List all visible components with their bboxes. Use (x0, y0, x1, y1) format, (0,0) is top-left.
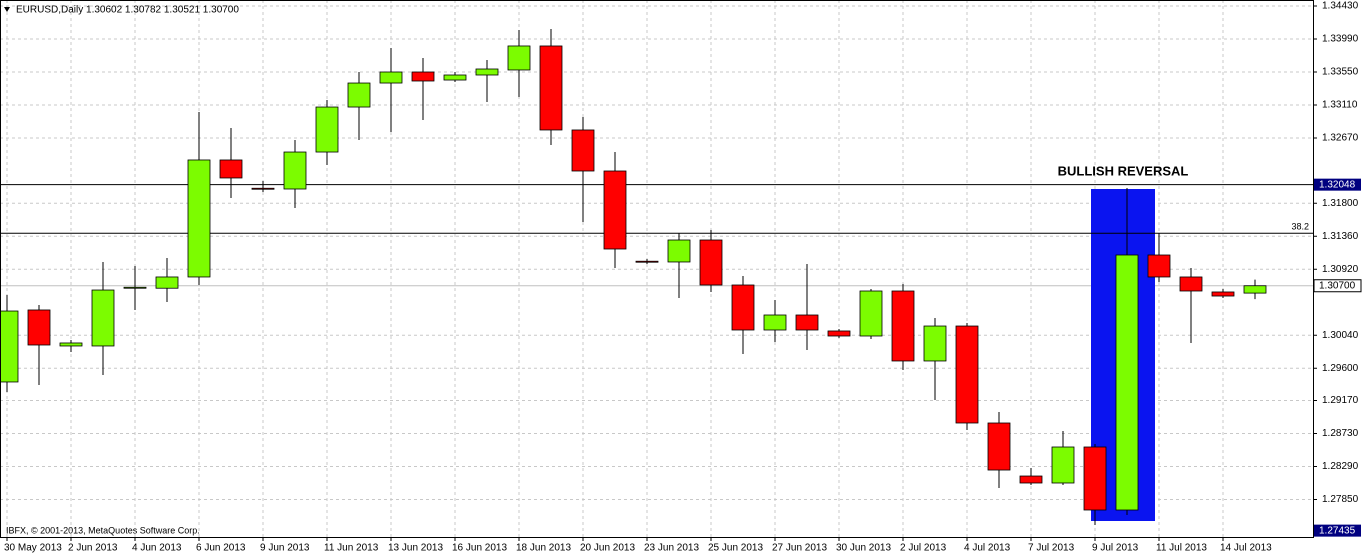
x-tick-label: 16 Jun 2013 (452, 543, 507, 554)
candle-body (187, 159, 211, 278)
x-tick-label: 4 Jun 2013 (132, 543, 182, 554)
candle-body (251, 187, 275, 190)
y-tick-label: 1.33990 (1322, 34, 1359, 45)
candle-body (0, 310, 19, 383)
candle-body (155, 276, 179, 289)
y-tick-label: 1.33550 (1322, 67, 1359, 78)
candle-body (347, 82, 371, 108)
y-tick-label: 1.27850 (1322, 494, 1359, 505)
candle-body (795, 314, 819, 331)
candle-body (27, 309, 51, 346)
candle-body (315, 106, 339, 153)
y-tick-label: 1.29600 (1322, 363, 1359, 374)
y-tick-label: 1.30920 (1322, 264, 1359, 275)
candle-body (59, 342, 83, 347)
x-tick-label: 7 Jul 2013 (1028, 543, 1075, 554)
candle-body (1179, 276, 1203, 292)
footer: IBFX, © 2001-2013, MetaQuotes Software C… (6, 525, 200, 535)
x-tick-label: 9 Jul 2013 (1092, 543, 1139, 554)
price-label-box (1314, 524, 1361, 537)
candle-body (443, 74, 467, 81)
candle-body (219, 159, 243, 179)
y-tick-label: 1.33110 (1322, 100, 1358, 111)
y-tick-label: 1.31800 (1322, 198, 1359, 209)
candle-body (859, 290, 883, 337)
y-tick-label: 1.29170 (1322, 395, 1359, 406)
candle-body (1051, 446, 1075, 484)
x-tick-label: 23 Jun 2013 (644, 543, 699, 554)
x-tick-label: 30 Jun 2013 (836, 543, 891, 554)
candle-body (955, 325, 979, 424)
candle-body (923, 325, 947, 362)
candle-body (827, 330, 851, 337)
title-arrow (4, 7, 10, 12)
x-tick-label: 13 Jun 2013 (388, 543, 443, 554)
candle-body (699, 239, 723, 286)
x-tick-label: 25 Jun 2013 (708, 543, 763, 554)
plot-border (0, 0, 1314, 538)
candle-body (763, 314, 787, 331)
candle-body (507, 45, 531, 71)
candle-body (987, 422, 1011, 471)
x-tick-label: 30 May 2013 (4, 543, 62, 554)
candle-body (1211, 291, 1235, 297)
candle-body (539, 45, 563, 131)
price-label-box (1314, 178, 1361, 191)
x-tick-label: 6 Jun 2013 (196, 543, 246, 554)
line-label: 38.2 (1291, 222, 1309, 232)
candle-body (891, 290, 915, 362)
candle-body (1243, 285, 1267, 294)
chart-title: EURUSD,Daily 1.30602 1.30782 1.30521 1.3… (16, 5, 239, 16)
price-label: 1.27435 (1319, 525, 1356, 536)
candle-body (379, 71, 403, 84)
candle-body (91, 289, 115, 347)
y-tick-label: 1.28730 (1322, 428, 1359, 439)
y-tick-label: 1.30040 (1322, 330, 1359, 341)
y-tick-label: 1.31360 (1322, 231, 1359, 242)
x-tick-label: 2 Jul 2013 (900, 543, 947, 554)
x-tick-label: 20 Jun 2013 (580, 543, 635, 554)
x-tick-label: 9 Jun 2013 (260, 543, 310, 554)
price-label: 1.30700 (1319, 280, 1356, 291)
candle-body (667, 239, 691, 263)
candle-body (635, 260, 659, 263)
x-tick-label: 14 Jul 2013 (1220, 543, 1272, 554)
y-tick-label: 1.28290 (1322, 461, 1359, 472)
x-tick-label: 18 Jun 2013 (516, 543, 571, 554)
y-tick-label: 1.34430 (1322, 1, 1359, 12)
candle-body (1147, 254, 1171, 278)
y-tick-label: 1.32670 (1322, 133, 1359, 144)
annotation: BULLISH REVERSAL (1058, 163, 1189, 178)
candle-body (731, 284, 755, 331)
x-tick-label: 27 Jun 2013 (772, 543, 827, 554)
x-tick-label: 11 Jun 2013 (324, 543, 379, 554)
price-label: 1.32048 (1319, 179, 1356, 190)
candle-body (1115, 254, 1139, 511)
x-tick-label: 2 Jun 2013 (68, 543, 118, 554)
candle-body (1083, 446, 1107, 511)
candle-body (123, 286, 147, 289)
candle-body (475, 68, 499, 76)
candle-body (603, 170, 627, 250)
x-tick-label: 11 Jul 2013 (1156, 543, 1207, 554)
x-tick-label: 4 Jul 2013 (964, 543, 1011, 554)
candle-body (1019, 475, 1043, 484)
candle-body (411, 71, 435, 82)
candle-body (571, 129, 595, 172)
candle-body (283, 151, 307, 190)
